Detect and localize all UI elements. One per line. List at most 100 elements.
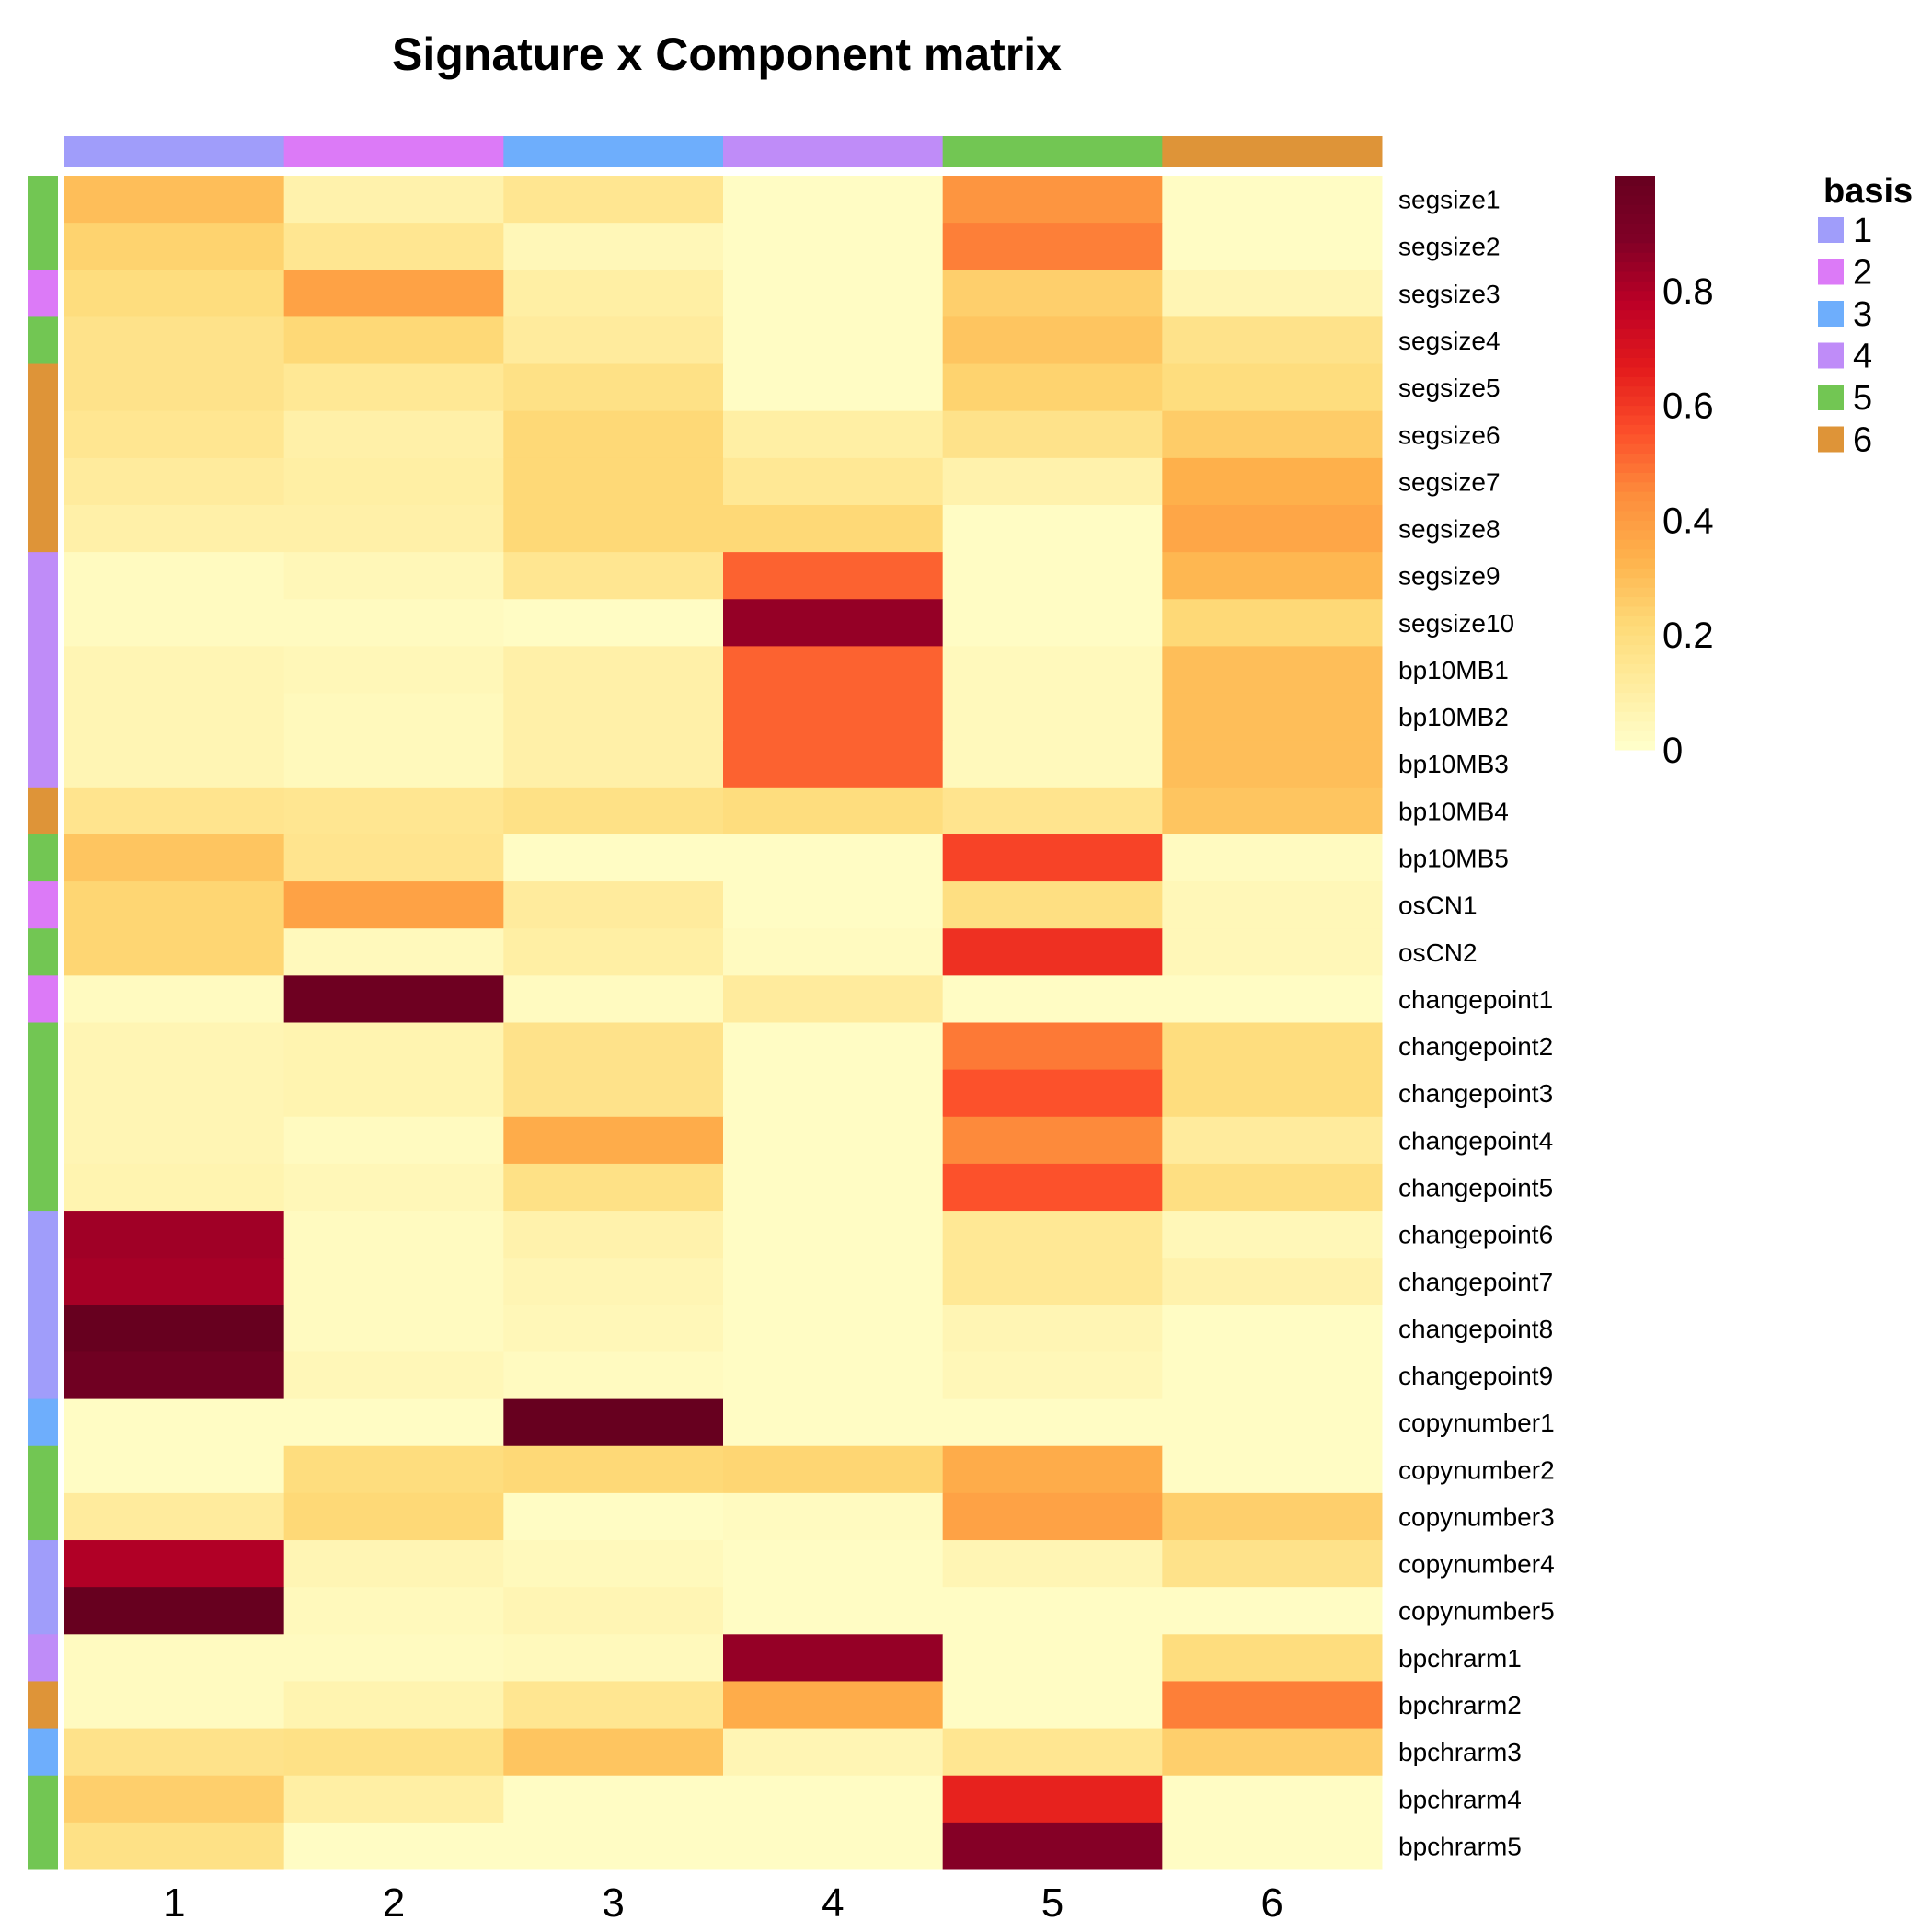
heatmap-cell-segsize6-3 (503, 410, 724, 459)
legend-label-1: 1 (1853, 212, 1872, 250)
heatmap-cell-changepoint2-4 (723, 1022, 944, 1071)
heatmap-cell-osCN2-4 (723, 928, 944, 976)
row-label-bp10MB2: bp10MB2 (1398, 703, 1509, 731)
row-basis-segsize8 (28, 504, 58, 553)
heatmap-cell-changepoint6-5 (942, 1211, 1163, 1259)
row-basis-segsize1 (28, 176, 58, 224)
row-basis-copynumber4 (28, 1540, 58, 1588)
heatmap-cell-segsize2-6 (1162, 223, 1383, 270)
heatmap-cell-bpchrarm2-6 (1162, 1681, 1383, 1730)
heatmap-cell-segsize2-3 (503, 223, 724, 270)
colorbar-segment (1615, 463, 1655, 473)
heatmap-cell-copynumber4-4 (723, 1540, 944, 1588)
colorbar-segment (1615, 224, 1655, 234)
colorbar-segment (1615, 300, 1655, 311)
row-basis-bp10MB4 (28, 787, 58, 835)
heatmap-cell-changepoint3-1 (64, 1069, 285, 1118)
colorbar-segment (1615, 491, 1655, 502)
colorbar-segment (1615, 481, 1655, 492)
row-basis-osCN2 (28, 928, 58, 976)
colorbar-segment (1615, 587, 1655, 598)
row-basis-segsize4 (28, 316, 58, 365)
heatmap-cell-bp10MB4-5 (942, 787, 1163, 835)
row-basis-changepoint3 (28, 1069, 58, 1118)
colorbar-segment (1615, 338, 1655, 349)
heatmap-cell-copynumber2-4 (723, 1445, 944, 1494)
row-basis-copynumber2 (28, 1445, 58, 1494)
row-label-osCN2: osCN2 (1398, 938, 1478, 967)
colorbar-tick-label: 0.2 (1662, 615, 1714, 656)
legend-label-6: 6 (1853, 421, 1872, 460)
heatmap-cell-bp10MB3-5 (942, 740, 1163, 788)
heatmap-cell-bpchrarm5-5 (942, 1822, 1163, 1870)
heatmap-cell-bpchrarm5-2 (283, 1822, 504, 1870)
heatmap-cell-bp10MB4-4 (723, 787, 944, 835)
heatmap-cell-copynumber1-6 (1162, 1398, 1383, 1447)
heatmap-cell-segsize1-1 (64, 176, 285, 224)
heatmap-cell-bp10MB2-2 (283, 693, 504, 742)
colorbar-tick-label: 0.6 (1662, 386, 1714, 427)
colorbar-segment (1615, 213, 1655, 224)
colorbar-segment (1615, 539, 1655, 550)
legend-swatch-3 (1818, 301, 1844, 327)
heatmap-cell-segsize5-4 (723, 363, 944, 412)
heatmap-cell-osCN1-1 (64, 881, 285, 929)
heatmap-cell-segsize7-1 (64, 457, 285, 506)
heatmap-cell-segsize10-4 (723, 599, 944, 647)
colorbar-segment (1615, 683, 1655, 694)
colorbar-segment (1615, 529, 1655, 540)
colorbar-segment (1615, 376, 1655, 387)
heatmap-cell-changepoint5-5 (942, 1163, 1163, 1212)
colorbar-segment (1615, 692, 1655, 703)
column-basis-5 (942, 136, 1163, 167)
heatmap-cell-bp10MB3-6 (1162, 740, 1383, 788)
row-basis-changepoint2 (28, 1022, 58, 1071)
colorbar-segment (1615, 261, 1655, 272)
colorbar-tick-label: 0 (1662, 730, 1683, 771)
row-label-bp10MB5: bp10MB5 (1398, 845, 1509, 873)
heatmap-cell-changepoint1-5 (942, 975, 1163, 1023)
heatmap-cell-bpchrarm5-3 (503, 1822, 724, 1870)
heatmap-cell-segsize8-2 (283, 504, 504, 553)
heatmap-cell-osCN2-3 (503, 928, 724, 976)
column-basis-4 (723, 136, 944, 167)
heatmap-cell-bpchrarm1-2 (283, 1634, 504, 1682)
colorbar-segment (1615, 281, 1655, 292)
heatmap-cell-copynumber3-2 (283, 1492, 504, 1541)
colorbar-segment (1615, 740, 1655, 751)
heatmap-cell-bpchrarm3-4 (723, 1728, 944, 1777)
heatmap-cell-changepoint1-1 (64, 975, 285, 1023)
colorbar-segment (1615, 424, 1655, 435)
row-label-segsize1: segsize1 (1398, 186, 1501, 214)
heatmap-cell-changepoint6-4 (723, 1211, 944, 1259)
heatmap-cell-bp10MB4-1 (64, 787, 285, 835)
heatmap-cell-bp10MB1-3 (503, 646, 724, 695)
colorbar-tick-label: 0.4 (1662, 500, 1714, 541)
heatmap-cell-segsize9-6 (1162, 552, 1383, 600)
column-label-5: 5 (1041, 1880, 1064, 1926)
heatmap-cell-bp10MB3-4 (723, 740, 944, 788)
colorbar-segment (1615, 500, 1655, 512)
heatmap-cell-bp10MB5-6 (1162, 834, 1383, 882)
row-basis-segsize10 (28, 599, 58, 647)
row-label-copynumber2: copynumber2 (1398, 1455, 1555, 1484)
colorbar-segment (1615, 577, 1655, 588)
row-label-bpchrarm3: bpchrarm3 (1398, 1738, 1522, 1766)
colorbar-segment (1615, 472, 1655, 483)
heatmap-cell-copynumber5-2 (283, 1587, 504, 1635)
heatmap-cell-bpchrarm4-5 (942, 1775, 1163, 1823)
column-labels: 1 2 3 4 5 6 (163, 1880, 1283, 1926)
heatmap-cell-bp10MB5-5 (942, 834, 1163, 882)
heatmap-cell-changepoint3-6 (1162, 1069, 1383, 1118)
colorbar-segment (1615, 405, 1655, 416)
heatmap-cell-segsize2-2 (283, 223, 504, 270)
heatmap-cell-bpchrarm2-5 (942, 1681, 1163, 1730)
heatmap-cell-changepoint1-6 (1162, 975, 1383, 1023)
row-label-changepoint2: changepoint2 (1398, 1032, 1553, 1061)
colorbar-segment (1615, 290, 1655, 301)
colorbar-segment (1615, 654, 1655, 664)
heatmap-cell-segsize9-4 (723, 552, 944, 600)
heatmap-cell-segsize7-2 (283, 457, 504, 506)
heatmap-cell-bpchrarm5-4 (723, 1822, 944, 1870)
